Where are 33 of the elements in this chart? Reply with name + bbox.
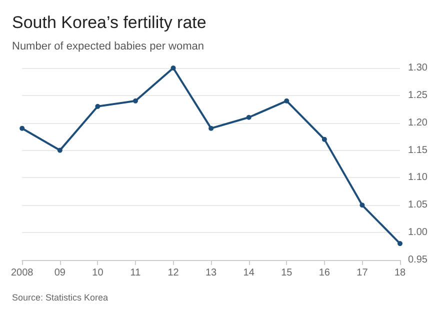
y-tick-label: 1.20 xyxy=(408,117,428,128)
point xyxy=(132,98,138,104)
x-tick-label: 16 xyxy=(318,268,330,278)
x-tick-label: 13 xyxy=(206,268,218,278)
point xyxy=(398,241,402,246)
x-tick-label: 11 xyxy=(130,268,142,278)
y-tick-label: 1.30 xyxy=(408,62,428,74)
x-tick-label: 12 xyxy=(168,268,180,278)
point xyxy=(360,202,365,208)
x-tick-label: 15 xyxy=(281,268,293,278)
point xyxy=(246,114,252,120)
x-tick-label: 14 xyxy=(243,268,255,278)
source-note: Source: Statistics Korea xyxy=(12,292,108,302)
x-tick-label: 17 xyxy=(356,268,368,278)
y-tick-label: 1.05 xyxy=(408,200,428,211)
y-tick-label: 1.25 xyxy=(408,90,428,101)
point xyxy=(208,126,214,131)
x-tick-label: 18 xyxy=(394,268,406,278)
x-tick-label: 2008 xyxy=(11,268,34,278)
x-tick-label: 10 xyxy=(92,268,104,278)
point xyxy=(95,104,100,109)
y-tick-label: 0.95 xyxy=(408,254,428,266)
point xyxy=(20,126,25,131)
x-tick-label: 09 xyxy=(54,268,66,278)
y-tick-label: 1.10 xyxy=(408,172,428,184)
point xyxy=(284,98,290,104)
y-tick-label: 1.15 xyxy=(408,144,428,156)
chart-title: South Korea’s fertility rate xyxy=(12,13,206,32)
point xyxy=(322,136,327,142)
y-tick-label: 1.00 xyxy=(408,227,428,238)
point xyxy=(57,148,62,153)
point xyxy=(170,66,176,70)
chart-subtitle: Number of expected babies per woman xyxy=(12,40,204,52)
